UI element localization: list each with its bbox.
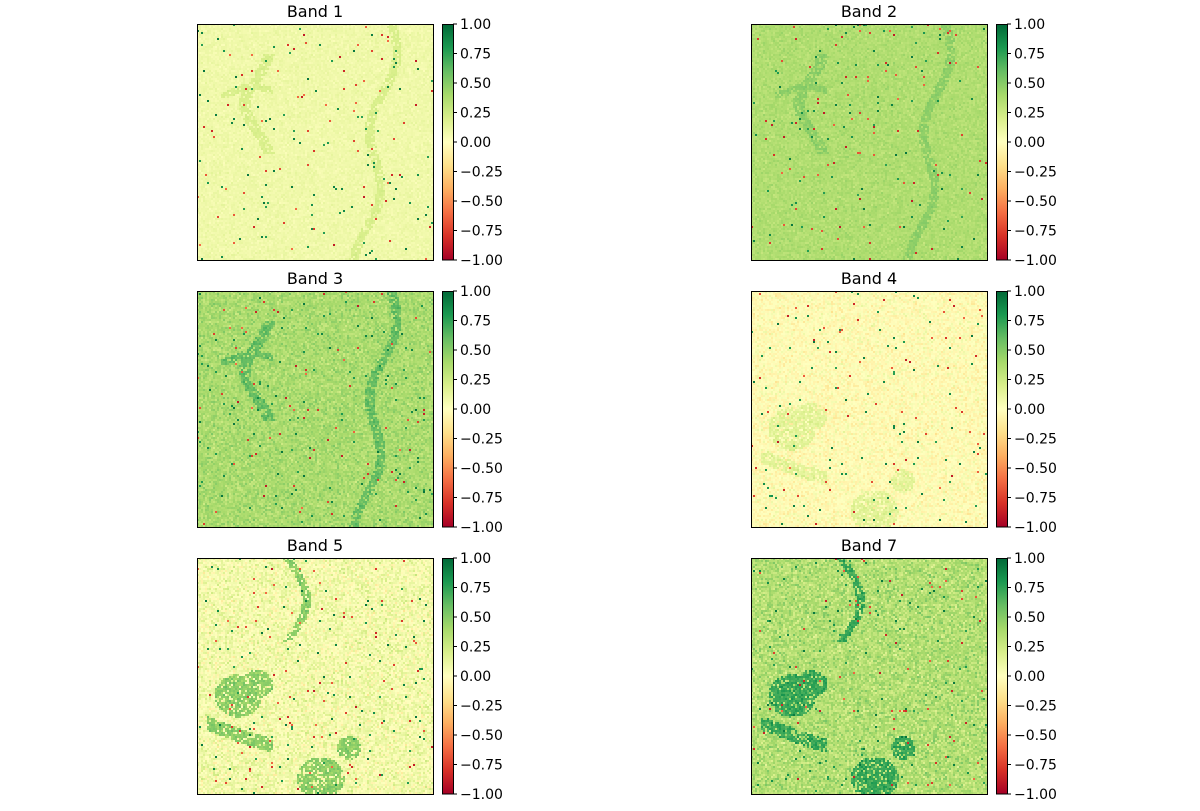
colorbar-tick-label: 0.25 <box>460 640 491 656</box>
colorbar: 1.00 0.75 0.50 0.25 0.00 −0.25 −0.50 −0.75 −1.00 <box>442 551 503 803</box>
colorbar-tick-label: −0.25 <box>460 432 503 448</box>
colorbar-tick-label: 0.50 <box>1014 343 1045 359</box>
colorbar-tick-label: 0.00 <box>1014 135 1045 151</box>
image-frame <box>197 24 434 261</box>
panel-title: Band 7 <box>841 536 897 555</box>
colorbar-tick-label: −1.00 <box>1014 253 1057 269</box>
colorbar: 1.00 0.75 0.50 0.25 0.00 −0.25 −0.50 −0.75 −1.00 <box>442 17 503 269</box>
colorbar-tick-label: −1.00 <box>1014 520 1057 536</box>
colorbar-tick-label: −0.50 <box>1014 461 1057 477</box>
colorbar-tick-label: 0.25 <box>1014 373 1045 389</box>
colorbar-tick-label: −0.50 <box>1014 194 1057 210</box>
colorbar-tick-label: 0.00 <box>460 402 491 418</box>
colorbar-gradient <box>996 24 1007 260</box>
panel-band-7: Band 7 1.00 0.75 0.50 0.25 0.00 −0.25 −0.50 −0.7… <box>751 536 1057 803</box>
colorbar: 1.00 0.75 0.50 0.25 0.00 −0.25 −0.50 −0.75 −1.00 <box>442 284 503 536</box>
colorbar-tick-label: −0.75 <box>1014 224 1057 240</box>
panel-band-4: Band 4 1.00 0.75 0.50 0.25 0.00 −0.25 −0.50 −0.7… <box>751 269 1057 536</box>
image-frame <box>197 291 434 528</box>
colorbar-tick-label: 0.75 <box>1014 581 1045 597</box>
colorbar-tick-label: 1.00 <box>1014 17 1045 33</box>
colorbar-tick-label: 0.25 <box>1014 640 1045 656</box>
colorbar-tick-label: 1.00 <box>1014 551 1045 567</box>
image-frame <box>751 24 988 261</box>
colorbar-gradient <box>442 24 453 260</box>
colorbar-tick-label: −0.75 <box>1014 491 1057 507</box>
image-frame <box>197 558 434 795</box>
panel-title: Band 3 <box>287 269 343 288</box>
colorbar-tick-label: −1.00 <box>1014 787 1057 803</box>
colorbar-gradient <box>996 291 1007 527</box>
colorbar-tick-label: 0.50 <box>1014 76 1045 92</box>
colorbar-tick-label: 1.00 <box>460 17 491 33</box>
colorbar-tick-label: −0.25 <box>460 699 503 715</box>
colorbar-tick-label: 1.00 <box>460 284 491 300</box>
colorbar-tick-label: −0.25 <box>1014 699 1057 715</box>
colorbar-tick-label: 0.25 <box>460 373 491 389</box>
colorbar-tick-label: 0.75 <box>1014 314 1045 330</box>
colorbar-gradient <box>442 291 453 527</box>
band-image <box>197 291 433 527</box>
colorbar-tick-label: 0.00 <box>460 669 491 685</box>
panel-title: Band 2 <box>841 2 897 21</box>
colorbar-gradient <box>996 558 1007 794</box>
panel-band-3: Band 3 1.00 0.75 0.50 0.25 0.00 −0.25 −0.50 −0.7… <box>197 269 503 536</box>
colorbar: 1.00 0.75 0.50 0.25 0.00 −0.25 −0.50 −0.75 −1.00 <box>996 17 1057 269</box>
colorbar-tick-label: 0.00 <box>1014 402 1045 418</box>
colorbar: 1.00 0.75 0.50 0.25 0.00 −0.25 −0.50 −0.75 −1.00 <box>996 551 1057 803</box>
colorbar-tick-label: −0.25 <box>1014 432 1057 448</box>
colorbar-tick-label: 0.75 <box>460 314 491 330</box>
colorbar: 1.00 0.75 0.50 0.25 0.00 −0.25 −0.50 −0.75 −1.00 <box>996 284 1057 536</box>
colorbar-tick-label: −0.25 <box>460 165 503 181</box>
band-image <box>751 291 987 527</box>
colorbar-tick-label: −0.50 <box>460 728 503 744</box>
band-image <box>751 558 987 794</box>
colorbar-tick-label: 0.00 <box>460 135 491 151</box>
panel-band-2: Band 2 1.00 0.75 0.50 0.25 0.00 −0.25 −0.50 −0.7… <box>751 2 1057 269</box>
colorbar-tick-label: −1.00 <box>460 787 503 803</box>
colorbar-tick-label: −0.50 <box>460 194 503 210</box>
colorbar-tick-label: −0.50 <box>460 461 503 477</box>
image-frame <box>751 291 988 528</box>
band-image <box>751 24 987 260</box>
band-image <box>197 558 433 794</box>
band-image <box>197 24 433 260</box>
colorbar-tick-label: 0.75 <box>460 47 491 63</box>
colorbar-tick-label: 0.50 <box>460 76 491 92</box>
panel-title: Band 4 <box>841 269 897 288</box>
panel-title: Band 1 <box>287 2 343 21</box>
colorbar-tick-label: 0.75 <box>460 581 491 597</box>
panel-band-5: Band 5 1.00 0.75 0.50 0.25 0.00 −0.25 −0.50 −0.7… <box>197 536 503 803</box>
colorbar-tick-label: −0.75 <box>1014 758 1057 774</box>
image-frame <box>751 558 988 795</box>
colorbar-tick-label: 0.75 <box>1014 47 1045 63</box>
colorbar-tick-label: −0.75 <box>460 491 503 507</box>
colorbar-tick-label: 0.50 <box>460 610 491 626</box>
colorbar-tick-label: 1.00 <box>1014 284 1045 300</box>
colorbar-tick-label: 0.50 <box>1014 610 1045 626</box>
colorbar-tick-label: −0.25 <box>1014 165 1057 181</box>
panels-layer: Band 1 1.00 0.75 0.50 0.25 0.00 −0.25 −0.50 −0.7… <box>197 2 1057 803</box>
colorbar-tick-label: −0.75 <box>460 758 503 774</box>
panel-band-1: Band 1 1.00 0.75 0.50 0.25 0.00 −0.25 −0.50 −0.7… <box>197 2 503 269</box>
colorbar-tick-label: 0.00 <box>1014 669 1045 685</box>
colorbar-tick-label: −0.75 <box>460 224 503 240</box>
colorbar-tick-label: −1.00 <box>460 253 503 269</box>
panel-title: Band 5 <box>287 536 343 555</box>
colorbar-tick-label: −0.50 <box>1014 728 1057 744</box>
colorbar-tick-label: 0.25 <box>460 106 491 122</box>
colorbar-tick-label: 0.25 <box>1014 106 1045 122</box>
colorbar-gradient <box>442 558 453 794</box>
colorbar-tick-label: 1.00 <box>460 551 491 567</box>
colorbar-tick-label: 0.50 <box>460 343 491 359</box>
colorbar-tick-label: −1.00 <box>460 520 503 536</box>
